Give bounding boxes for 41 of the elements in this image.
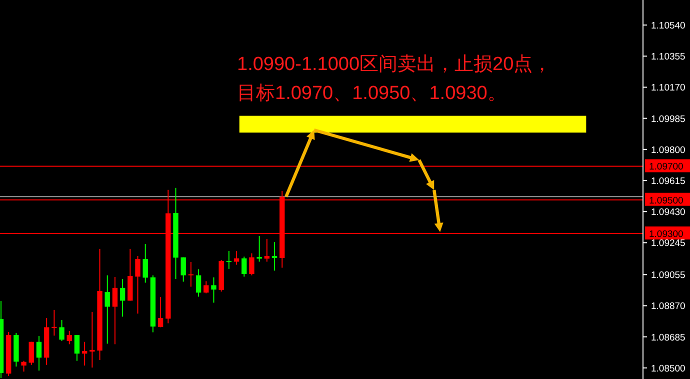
y-tick-label: 1.09985 — [651, 114, 686, 125]
annotation: 目标1.0970、1.0950、1.0930。 — [237, 83, 506, 104]
y-tick-label: 1.09055 — [651, 270, 686, 282]
y-tick-label: 1.09430 — [651, 207, 686, 218]
candlestick — [196, 268, 202, 298]
candlestick — [135, 255, 140, 314]
y-tick-label: 1.10170 — [651, 82, 686, 94]
y-tick-label: 1.08870 — [651, 301, 686, 312]
candlestick — [226, 250, 232, 270]
y-tick-label: 1.09245 — [651, 238, 686, 250]
candlestick — [211, 276, 216, 304]
candlestick — [180, 256, 186, 282]
candlestick — [36, 335, 42, 372]
candlestick — [21, 360, 26, 372]
candlestick — [120, 278, 126, 318]
candlestick — [66, 330, 72, 345]
candlestick — [242, 256, 247, 278]
candlestick — [272, 242, 278, 272]
candlestick — [142, 244, 148, 284]
candlestick — [249, 252, 254, 276]
candlestick — [158, 296, 164, 328]
candlestick — [90, 311, 95, 368]
candlestick — [52, 309, 57, 336]
ref-line-label: 1.09300 — [649, 228, 684, 240]
candlestick — [256, 235, 262, 262]
y-tick-label: 1.10355 — [651, 52, 686, 63]
y-tick-label: 1.08500 — [651, 363, 686, 374]
ref-line-label: 1.09700 — [649, 162, 684, 173]
candlestick — [112, 276, 118, 345]
candlestick — [74, 334, 80, 362]
candlestick — [204, 280, 209, 294]
y-tick-label: 1.09800 — [651, 144, 686, 156]
y-tick-label: 1.09615 — [651, 176, 686, 188]
candlestick — [104, 274, 110, 344]
ref-line-label: 1.09500 — [649, 195, 684, 206]
annotation: 1.0990-1.1000区间卖出，止损20点， — [237, 54, 552, 75]
candlestick — [59, 320, 64, 342]
y-tick-label: 1.08685 — [651, 332, 686, 344]
candlestick — [188, 262, 194, 288]
y-tick-label: 1.10540 — [651, 20, 686, 32]
candlestick — [28, 341, 34, 366]
